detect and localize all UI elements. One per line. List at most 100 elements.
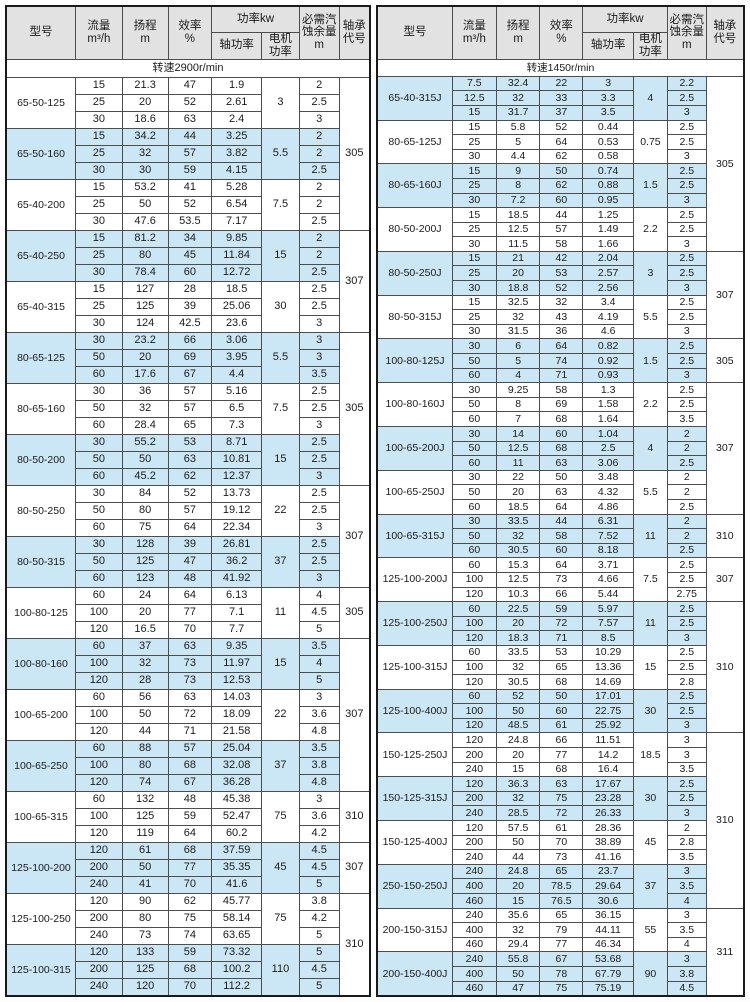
head-cell: 47.6: [121, 212, 169, 231]
head-cell: 24.8: [495, 863, 541, 880]
npsh-cell: 2: [298, 229, 340, 248]
npsh-cell: 3.8: [298, 756, 340, 775]
shaft-power-cell: 38.89: [582, 834, 634, 851]
flow-cell: 120: [451, 630, 497, 646]
head-cell: 31.5: [495, 323, 541, 340]
efficiency-cell: 52: [167, 195, 213, 214]
efficiency-cell: 71: [539, 630, 584, 646]
data-row: 30 11.5 58 1.66 3: [377, 236, 744, 252]
shaft-power-cell: 10.29: [582, 644, 634, 661]
flow-cell: 25: [451, 134, 497, 150]
flow-cell: 240: [75, 977, 123, 997]
model-cell: 125-100-315: [5, 943, 76, 997]
shaft-power-cell: 63.65: [211, 926, 263, 945]
motor-power-cell: 37: [261, 739, 300, 792]
flow-cell: 30: [451, 323, 497, 340]
flow-cell: 30: [451, 513, 497, 530]
shaft-power-cell: 44.11: [582, 922, 634, 938]
npsh-cell: 2.5: [298, 93, 340, 112]
model-cell: 65-40-315: [5, 280, 76, 333]
data-row: 125-100-250 120 90 62 45.77 75 3.8 310: [5, 892, 371, 997]
efficiency-cell: 63: [167, 450, 213, 469]
head-cell: 56: [121, 688, 169, 707]
flow-cell: 240: [451, 805, 497, 822]
flow-cell: 100: [75, 807, 123, 826]
efficiency-cell: 67: [167, 773, 213, 792]
bearing-code-cell: 310: [705, 601, 745, 734]
npsh-cell: 3: [298, 790, 340, 809]
shaft-power-cell: 5.44: [582, 586, 634, 603]
shaft-power-cell: 23.7: [582, 863, 634, 880]
spec-table-1450-container: 型号 流量 m³/h 扬程 m 效率 % 功率kw 必需汽 蚀余量 m 轴承 代号 轴功率 电机…: [376, 5, 745, 998]
data-row: 60 18.5 64 4.86 2.5: [377, 498, 744, 515]
head-cell: 8: [495, 177, 541, 194]
model-cell: 65-40-250: [5, 229, 76, 282]
head-cell: 23.2: [121, 331, 169, 350]
head-cell: 14: [495, 426, 541, 442]
efficiency-cell: 69: [539, 396, 584, 413]
head-cell: 50: [121, 705, 169, 724]
efficiency-cell: 39: [167, 297, 213, 316]
col-header-efficiency: 效率 %: [167, 5, 213, 60]
motor-power-cell: 45: [632, 820, 668, 865]
shaft-power-cell: 36.15: [582, 907, 634, 924]
head-cell: 80: [121, 501, 169, 520]
head-cell: 30.5: [495, 674, 541, 690]
efficiency-cell: 68: [167, 960, 213, 979]
bearing-code-cell: 310: [338, 790, 371, 843]
motor-power-cell: 2.2: [632, 382, 668, 427]
flow-cell: 60: [451, 601, 497, 617]
shaft-power-cell: 7.1: [211, 603, 263, 622]
flow-cell: 50: [75, 450, 123, 469]
shaft-power-cell: 3.06: [582, 455, 634, 471]
efficiency-cell: 69: [167, 348, 213, 367]
npsh-cell: 2.5: [666, 557, 707, 573]
npsh-cell: 2.5: [666, 90, 707, 106]
flow-cell: 200: [451, 747, 497, 763]
efficiency-cell: 74: [167, 926, 213, 945]
data-row: 65-40-315J 7.5 32.4 22 3 4 2.2 305: [376, 75, 745, 252]
shaft-power-cell: 17.01: [582, 688, 634, 705]
flow-cell: 100: [451, 615, 497, 632]
data-row: 60 4 71 0.93 3: [377, 367, 744, 384]
model-cell: 80-50-315: [5, 535, 76, 588]
npsh-cell: 3: [298, 467, 340, 486]
flow-cell: 15: [75, 229, 123, 248]
flow-cell: 30: [451, 469, 497, 486]
model-cell: 125-100-200J: [376, 557, 453, 603]
data-row: 50 5 74 0.92 2.5: [377, 353, 744, 369]
model-cell: 100-65-315: [5, 790, 76, 843]
head-cell: 33.5: [495, 513, 541, 530]
head-cell: 128: [121, 535, 169, 554]
efficiency-cell: 50: [539, 688, 584, 705]
head-cell: 41: [121, 875, 169, 894]
shaft-power-cell: 28.36: [582, 820, 634, 836]
bearing-code-cell: 307: [338, 229, 371, 333]
col-header-npsh: 必需汽 蚀余量 m: [666, 5, 707, 60]
model-cell: 100-65-200: [5, 688, 76, 741]
efficiency-cell: 73: [539, 849, 584, 865]
data-row: 100 80 68 32.08 3.8: [6, 756, 370, 775]
flow-cell: 120: [75, 892, 123, 911]
head-cell: 20: [495, 265, 541, 282]
npsh-cell: 2: [666, 484, 707, 500]
flow-cell: 25: [451, 265, 497, 282]
shaft-power-cell: 23.6: [211, 314, 263, 333]
flow-cell: 120: [451, 820, 497, 836]
model-cell: 100-65-200J: [376, 426, 453, 471]
data-row: 65-40-200 15 53.2 41 5.28 7.5 2: [5, 178, 370, 231]
data-row: 60 75 64 22.34 3: [6, 518, 370, 537]
flow-cell: 30: [451, 382, 497, 398]
flow-cell: 30: [451, 236, 497, 252]
npsh-cell: 2.5: [666, 221, 707, 238]
efficiency-cell: 73: [167, 671, 213, 690]
flow-cell: 100: [75, 705, 123, 724]
flow-cell: 15: [451, 207, 497, 223]
flow-cell: 50: [75, 552, 123, 571]
head-cell: 7: [495, 411, 541, 427]
npsh-cell: 2.5: [666, 134, 707, 150]
shaft-power-cell: 1.64: [582, 411, 634, 427]
bearing-code-cell: 307: [338, 637, 371, 792]
npsh-cell: 2.5: [666, 353, 707, 369]
flow-cell: 25: [451, 177, 497, 194]
